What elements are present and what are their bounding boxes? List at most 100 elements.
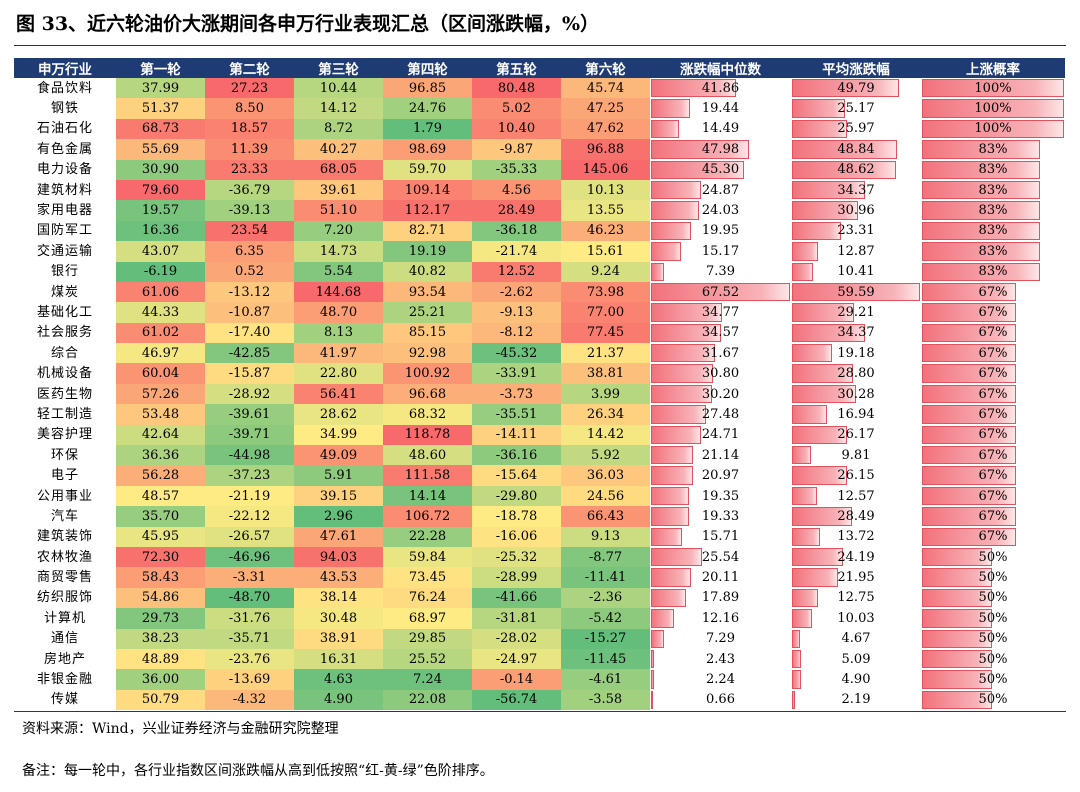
round-4-value: 82.71 — [383, 220, 472, 242]
round-6-value: 10.13 — [561, 179, 650, 201]
round-6-value: -3.58 — [561, 689, 650, 711]
median-bar-label: 34.77 — [701, 304, 740, 320]
median-bar-label: 24.87 — [701, 182, 740, 198]
probability-bar — [922, 160, 1040, 179]
probability-bar-cell: 83% — [921, 139, 1065, 160]
round-5-value: 28.49 — [472, 200, 561, 221]
median-bar — [651, 547, 703, 567]
industry-name: 非银金融 — [14, 669, 116, 690]
round-5-value: 80.48 — [472, 78, 561, 99]
median-bar — [651, 649, 655, 669]
table-row: 社会服务 61.02 -17.40 8.13 85.15 -8.12 77.45 34.57 3… — [14, 322, 1065, 344]
median-bar-label: 30.80 — [701, 366, 740, 382]
probability-bar-cell: 83% — [921, 261, 1065, 282]
probability-bar-cell: 67% — [921, 445, 1065, 466]
median-bar-label: 14.49 — [701, 121, 740, 137]
round-5-value: -31.81 — [472, 608, 561, 629]
round-3-value: 43.53 — [294, 567, 383, 588]
table-row: 美容护理 42.64 -39.71 34.99 118.78 -14.11 14.42 24.… — [14, 424, 1065, 446]
probability-bar-label: 67% — [978, 345, 1008, 361]
probability-bar-label: 67% — [978, 529, 1008, 545]
median-bar-label: 25.54 — [701, 549, 740, 565]
industry-name: 国防军工 — [14, 220, 116, 242]
column-header: 第四轮 — [383, 58, 472, 78]
round-4-value: 76.24 — [383, 587, 472, 609]
median-bar — [651, 670, 654, 689]
round-1-value: 43.07 — [116, 241, 205, 262]
industry-name: 基础化工 — [14, 302, 116, 323]
round-2-value: -48.70 — [205, 587, 294, 609]
probability-bar — [922, 527, 1017, 546]
mean-bar — [792, 629, 801, 648]
probability-bar — [922, 609, 992, 628]
column-header: 第五轮 — [472, 58, 561, 78]
round-5-value: -28.99 — [472, 567, 561, 588]
round-2-value: -10.87 — [205, 302, 294, 323]
median-bar-cell: 30.80 — [650, 363, 791, 384]
median-bar — [651, 527, 682, 546]
probability-bar-label: 83% — [978, 264, 1008, 280]
median-bar-label: 15.71 — [701, 529, 740, 545]
median-bar-label: 19.44 — [701, 101, 740, 117]
table-row: 电力设备 30.90 23.33 68.05 59.70 -35.33 145.06 45.3… — [14, 159, 1065, 180]
round-3-value: 56.41 — [294, 383, 383, 405]
round-5-value: -35.33 — [472, 159, 561, 180]
median-bar-cell: 21.14 — [650, 445, 791, 466]
industry-name: 医药生物 — [14, 383, 116, 405]
mean-bar-label: 12.87 — [837, 243, 875, 259]
round-4-value: 29.85 — [383, 628, 472, 649]
round-3-value: 38.14 — [294, 587, 383, 609]
mean-bar-cell: 25.17 — [791, 98, 921, 119]
probability-bar-cell: 67% — [921, 343, 1065, 364]
probability-bar — [922, 588, 992, 608]
industry-name: 电力设备 — [14, 159, 116, 180]
probability-bar — [922, 384, 1017, 404]
round-1-value: 36.36 — [116, 445, 205, 466]
median-bar-label: 24.71 — [701, 427, 740, 443]
round-6-value: 45.74 — [561, 78, 650, 99]
median-bar-cell: 2.24 — [650, 669, 791, 690]
probability-bar-label: 50% — [978, 570, 1008, 586]
round-3-value: 4.90 — [294, 689, 383, 711]
round-3-value: 8.13 — [294, 322, 383, 344]
round-5-value: -33.91 — [472, 363, 561, 384]
mean-bar-cell: 24.19 — [791, 546, 921, 568]
industry-name: 有色金属 — [14, 139, 116, 160]
mean-bar — [792, 119, 847, 139]
round-3-value: 41.97 — [294, 343, 383, 364]
mean-bar-cell: 26.15 — [791, 465, 921, 486]
table-row: 轻工制造 53.48 -39.61 28.62 68.32 -35.51 26.34 27.4… — [14, 404, 1065, 425]
round-2-value: -44.98 — [205, 445, 294, 466]
median-bar-label: 20.11 — [701, 570, 740, 586]
mean-bar-cell: 30.28 — [791, 383, 921, 405]
round-3-value: 7.20 — [294, 220, 383, 242]
industry-name: 建筑材料 — [14, 179, 116, 201]
table-row: 电子 56.28 -37.23 5.91 111.58 -15.64 36.03 20.97 2… — [14, 465, 1065, 486]
mean-bar — [792, 140, 897, 159]
round-2-value: -42.85 — [205, 343, 294, 364]
median-bar — [651, 303, 722, 322]
mean-bar — [792, 262, 813, 281]
probability-bar — [922, 690, 992, 710]
median-bar-cell: 19.95 — [650, 220, 791, 242]
probability-bar-cell: 50% — [921, 608, 1065, 629]
round-4-value: 59.70 — [383, 159, 472, 180]
probability-bar-cell: 83% — [921, 200, 1065, 221]
round-2-value: 23.33 — [205, 159, 294, 180]
probability-bar-cell: 100% — [921, 78, 1065, 99]
probability-bar — [922, 99, 1064, 118]
median-bar-label: 34.57 — [701, 325, 740, 341]
median-bar — [651, 588, 687, 608]
round-3-value: 14.12 — [294, 98, 383, 119]
industry-name: 商贸零售 — [14, 567, 116, 588]
round-3-value: 49.09 — [294, 445, 383, 466]
industry-name: 食品饮料 — [14, 78, 116, 99]
median-bar — [651, 99, 690, 118]
table-row: 综合 46.97 -42.85 41.97 92.98 -45.32 21.37 31.67 1… — [14, 343, 1065, 364]
median-bar-label: 2.24 — [706, 672, 735, 688]
mean-bar-label: 23.31 — [837, 223, 875, 239]
round-3-value: 40.27 — [294, 139, 383, 160]
mean-bar-cell: 19.18 — [791, 343, 921, 364]
column-header: 第三轮 — [294, 58, 383, 78]
round-2-value: 0.52 — [205, 261, 294, 282]
